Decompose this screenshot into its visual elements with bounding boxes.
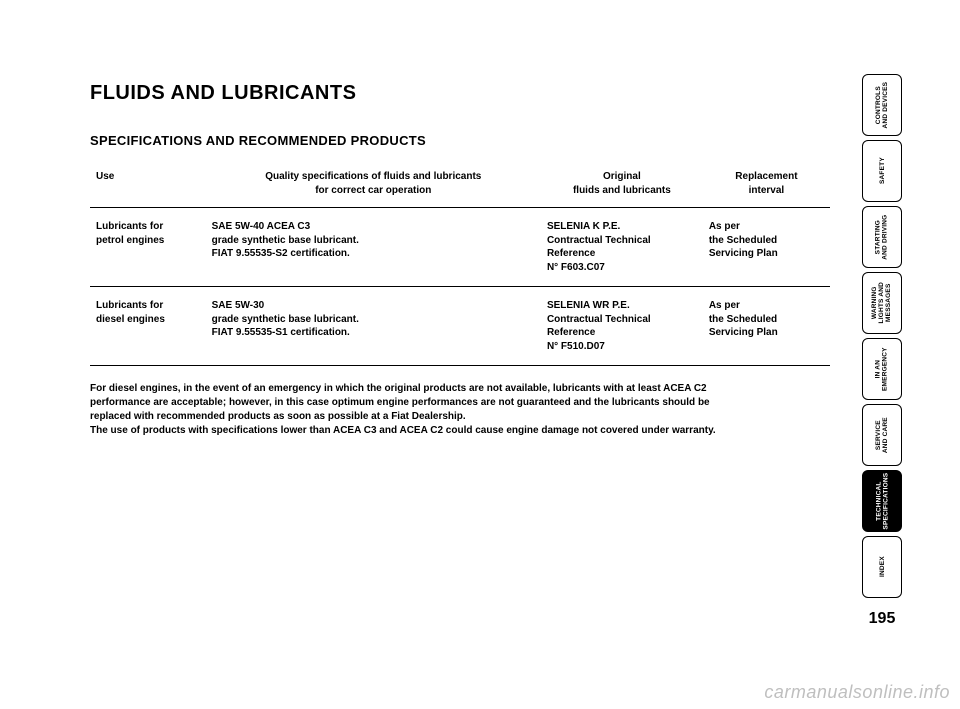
r-line2: the Scheduled — [709, 235, 777, 246]
th-quality-text: Quality specifications of fluids and lub… — [265, 171, 481, 196]
tab-label: INDEX — [878, 557, 885, 578]
tab-service-care[interactable]: SERVICE AND CARE — [862, 404, 902, 466]
tab-label: WARNING LIGHTS AND MESSAGES — [871, 282, 892, 323]
table-row: Lubricants for petrol engines SAE 5W-40 … — [90, 208, 830, 287]
th-original-text: Original fluids and lubricants — [573, 171, 671, 196]
th-use: Use — [90, 166, 206, 208]
tab-emergency[interactable]: IN AN EMERGENCY — [862, 338, 902, 400]
page-title: FLUIDS AND LUBRICANTS — [90, 82, 830, 105]
footnote-line: For diesel engines, in the event of an e… — [90, 383, 707, 394]
footnote: For diesel engines, in the event of an e… — [90, 382, 830, 438]
footnote-line: replaced with recommended products as so… — [90, 411, 466, 422]
q-line3: FIAT 9.55535-S2 certification. — [212, 248, 350, 259]
tab-starting-driving[interactable]: STARTING AND DRIVING — [862, 206, 902, 268]
content-area: FLUIDS AND LUBRICANTS SPECIFICATIONS AND… — [90, 82, 830, 438]
cell-replacement: As per the Scheduled Servicing Plan — [703, 208, 830, 287]
tab-warning-lights[interactable]: WARNING LIGHTS AND MESSAGES — [862, 272, 902, 334]
tab-safety[interactable]: SAFETY — [862, 140, 902, 202]
r-line1: As per — [709, 300, 740, 311]
watermark-url: carmanualsonline.info — [764, 682, 950, 703]
q-line2: grade synthetic base lubricant. — [212, 235, 359, 246]
cell-replacement: As per the Scheduled Servicing Plan — [703, 287, 830, 366]
cell-original: SELENIA WR P.E. Contractual Technical Re… — [541, 287, 703, 366]
manual-page: FLUIDS AND LUBRICANTS SPECIFICATIONS AND… — [0, 0, 960, 709]
tab-label: CONTROLS AND DEVICES — [875, 82, 889, 129]
cell-use: Lubricants for petrol engines — [90, 208, 206, 287]
table-header-row: Use Quality specifications of fluids and… — [90, 166, 830, 208]
th-replacement-text: Replacement interval — [735, 171, 797, 196]
section-subtitle: SPECIFICATIONS AND RECOMMENDED PRODUCTS — [90, 133, 830, 148]
o-line1: SELENIA K P.E. — [547, 221, 620, 232]
q-line1: SAE 5W-30 — [212, 300, 265, 311]
r-line3: Servicing Plan — [709, 327, 778, 338]
cell-quality: SAE 5W-30 grade synthetic base lubricant… — [206, 287, 541, 366]
tab-label: IN AN EMERGENCY — [875, 347, 889, 391]
th-original: Original fluids and lubricants — [541, 166, 703, 208]
side-tabs: CONTROLS AND DEVICES SAFETY STARTING AND… — [862, 74, 902, 602]
spec-table: Use Quality specifications of fluids and… — [90, 166, 830, 366]
o-line1: SELENIA WR P.E. — [547, 300, 630, 311]
o-line3: Reference — [547, 327, 595, 338]
q-line3: FIAT 9.55535-S1 certification. — [212, 327, 350, 338]
cell-original: SELENIA K P.E. Contractual Technical Ref… — [541, 208, 703, 287]
tab-index[interactable]: INDEX — [862, 536, 902, 598]
r-line1: As per — [709, 221, 740, 232]
cell-quality: SAE 5W-40 ACEA C3 grade synthetic base l… — [206, 208, 541, 287]
page-number: 195 — [862, 610, 902, 628]
tab-label: SERVICE AND CARE — [875, 417, 889, 453]
footnote-line: performance are acceptable; however, in … — [90, 397, 710, 408]
cell-use-text: Lubricants for diesel engines — [96, 300, 165, 325]
o-line4: N° F603.C07 — [547, 262, 605, 273]
table-row: Lubricants for diesel engines SAE 5W-30 … — [90, 287, 830, 366]
th-quality: Quality specifications of fluids and lub… — [206, 166, 541, 208]
th-replacement: Replacement interval — [703, 166, 830, 208]
o-line3: Reference — [547, 248, 595, 259]
tab-controls-devices[interactable]: CONTROLS AND DEVICES — [862, 74, 902, 136]
tab-label: TECHNICAL SPECIFICATIONS — [875, 473, 889, 530]
cell-use-text: Lubricants for petrol engines — [96, 221, 164, 246]
r-line2: the Scheduled — [709, 314, 777, 325]
footnote-line: The use of products with specifications … — [90, 425, 716, 436]
tab-label: STARTING AND DRIVING — [875, 214, 889, 259]
o-line2: Contractual Technical — [547, 314, 651, 325]
q-line2: grade synthetic base lubricant. — [212, 314, 359, 325]
tab-label: SAFETY — [878, 158, 885, 185]
r-line3: Servicing Plan — [709, 248, 778, 259]
o-line2: Contractual Technical — [547, 235, 651, 246]
q-line1: SAE 5W-40 ACEA C3 — [212, 221, 311, 232]
o-line4: N° F510.D07 — [547, 341, 605, 352]
tab-technical-specs[interactable]: TECHNICAL SPECIFICATIONS — [862, 470, 902, 532]
cell-use: Lubricants for diesel engines — [90, 287, 206, 366]
